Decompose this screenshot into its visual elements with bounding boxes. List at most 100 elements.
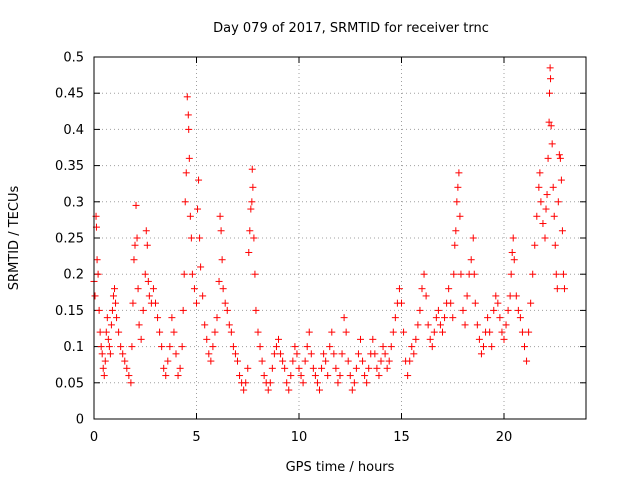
data-point — [215, 277, 223, 285]
data-point — [285, 386, 293, 394]
data-point — [236, 372, 244, 380]
data-point — [552, 270, 560, 278]
data-point — [550, 212, 558, 220]
x-tick-label: 10 — [291, 430, 308, 445]
data-point — [104, 335, 112, 343]
data-point — [193, 299, 200, 307]
data-point — [547, 122, 555, 130]
data-point — [287, 372, 295, 380]
data-point — [291, 343, 299, 351]
data-point — [97, 343, 105, 351]
x-tick-label: 0 — [90, 430, 98, 445]
data-point — [158, 343, 166, 351]
y-tick-label: 0.35 — [55, 159, 84, 174]
data-point — [469, 234, 477, 242]
data-point — [115, 328, 123, 336]
data-point — [217, 227, 225, 235]
data-point — [121, 357, 129, 365]
data-point — [546, 64, 554, 72]
data-point — [467, 256, 475, 264]
data-point — [96, 328, 104, 336]
data-point — [123, 364, 131, 372]
data-point — [336, 372, 344, 380]
data-point — [205, 350, 213, 358]
data-point — [412, 335, 420, 343]
data-point — [134, 285, 142, 293]
data-point — [344, 357, 352, 365]
data-point — [248, 198, 256, 206]
data-point — [549, 183, 557, 191]
data-point — [484, 314, 492, 322]
data-point — [498, 328, 506, 336]
data-point — [496, 314, 504, 322]
data-point — [354, 350, 362, 358]
data-point — [275, 335, 282, 343]
data-point — [301, 357, 309, 365]
data-point — [463, 292, 471, 300]
data-point — [507, 270, 515, 278]
y-axis-label: SRMTID / TECUs — [7, 186, 22, 291]
data-point — [473, 321, 481, 329]
data-point — [439, 328, 446, 336]
data-point — [313, 379, 321, 387]
y-tick-label: 0.45 — [55, 87, 84, 102]
data-point — [231, 350, 239, 358]
data-point — [391, 314, 399, 322]
data-point — [357, 335, 364, 343]
data-point — [160, 364, 168, 372]
data-point — [543, 191, 551, 199]
data-point — [211, 328, 219, 336]
data-point — [244, 364, 252, 372]
data-point — [363, 379, 371, 387]
data-point — [309, 364, 317, 372]
data-point — [260, 372, 268, 380]
data-point — [234, 357, 241, 365]
data-point — [98, 350, 106, 358]
data-point — [201, 321, 209, 329]
data-point — [424, 321, 432, 329]
axis-ticks: 0 0.05 0.1 0.15 0.2 0.25 0.3 0.35 0.4 0.45 0.5 0 5 10… — [55, 51, 586, 445]
data-point — [542, 205, 550, 213]
data-point — [242, 379, 250, 387]
data-point — [346, 372, 354, 380]
data-point — [111, 285, 118, 293]
data-point — [546, 89, 554, 97]
data-point — [375, 372, 383, 380]
data-point — [436, 321, 444, 329]
data-point — [101, 357, 109, 365]
data-point — [555, 151, 563, 159]
data-point — [320, 350, 328, 358]
data-point — [172, 350, 180, 358]
data-point — [352, 364, 360, 372]
data-point — [240, 386, 248, 394]
data-point — [307, 350, 315, 358]
data-point — [544, 154, 552, 162]
data-point — [207, 357, 215, 365]
data-point — [350, 379, 358, 387]
data-point — [348, 386, 356, 394]
data-point — [186, 212, 194, 220]
data-point — [297, 372, 305, 380]
data-point — [293, 350, 301, 358]
data-point — [398, 299, 405, 307]
data-point — [164, 357, 172, 365]
data-point — [410, 350, 418, 358]
data-point — [381, 350, 389, 358]
data-point — [195, 176, 203, 184]
data-point — [187, 234, 195, 242]
data-point — [316, 386, 323, 394]
data-point — [318, 364, 326, 372]
data-point — [225, 321, 233, 329]
data-point — [119, 350, 127, 358]
data-point — [451, 241, 459, 249]
data-point — [556, 154, 564, 162]
y-tick-label: 0.3 — [63, 195, 84, 210]
data-point — [525, 328, 533, 336]
x-tick-label: 20 — [496, 430, 513, 445]
data-point — [548, 140, 556, 148]
data-point — [184, 111, 192, 119]
data-point — [145, 292, 153, 300]
data-point — [125, 372, 133, 380]
data-point — [251, 270, 259, 278]
